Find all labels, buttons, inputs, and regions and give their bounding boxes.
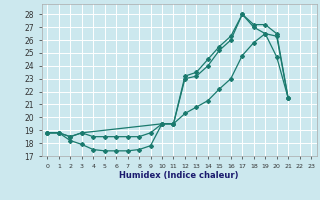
X-axis label: Humidex (Indice chaleur): Humidex (Indice chaleur) — [119, 171, 239, 180]
